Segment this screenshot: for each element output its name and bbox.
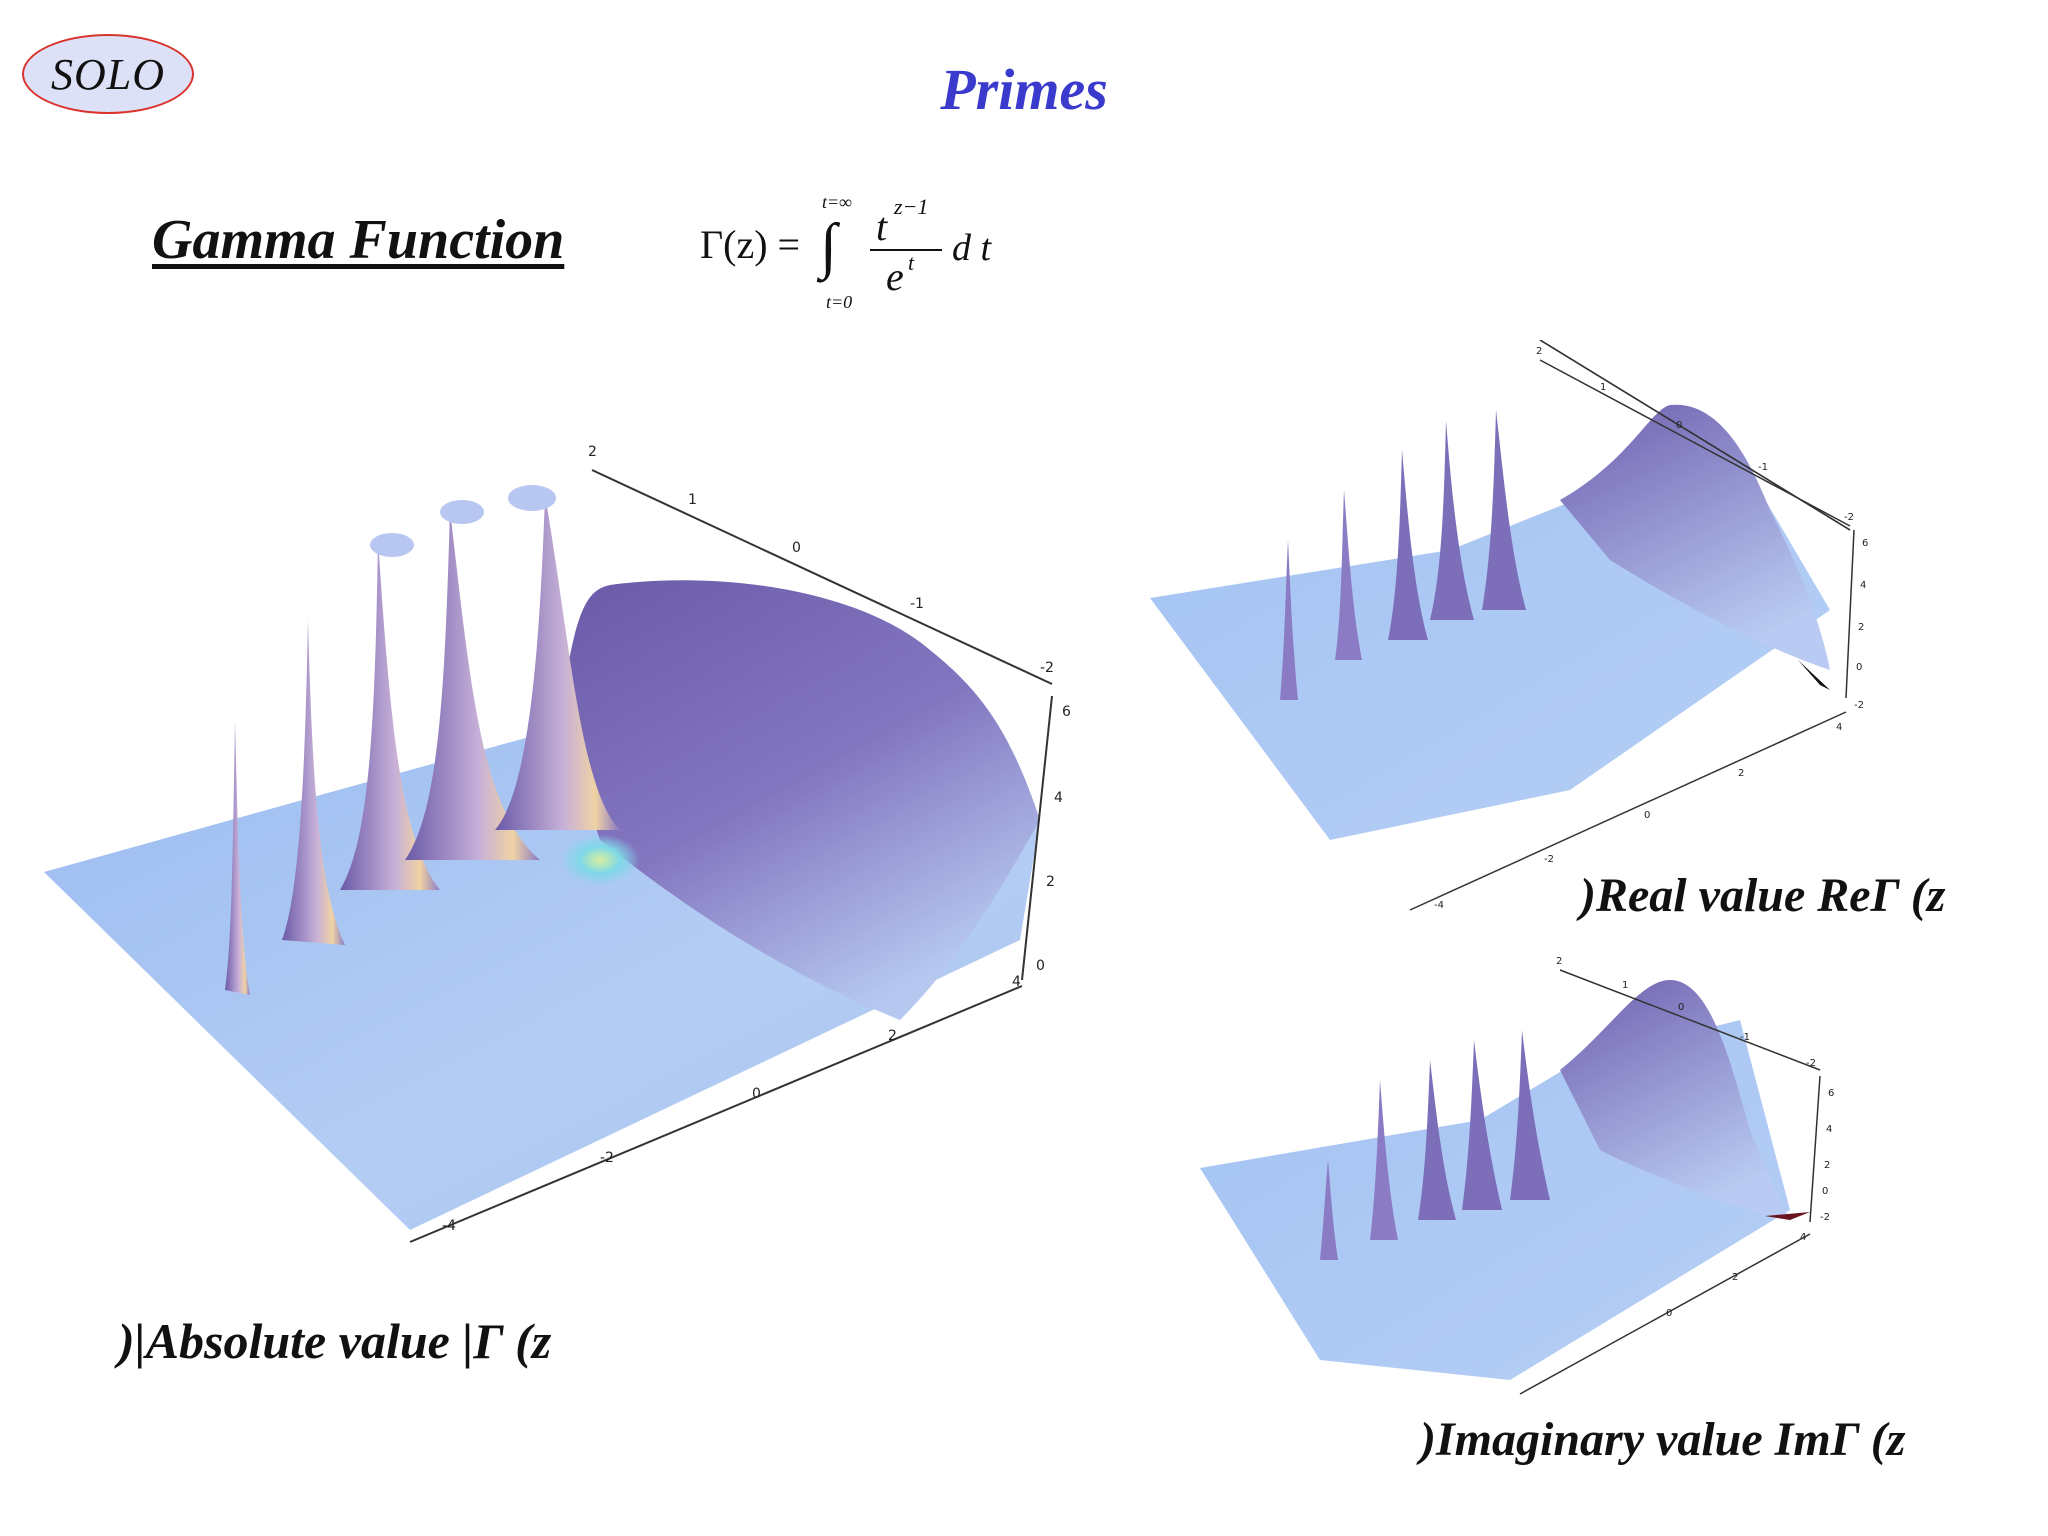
absolute-value-surface-plot: 2 1 0 -1 -2 6 4 2 0 4 2 0 -2 -4 xyxy=(44,444,1071,1243)
vertical-axis-tick: 6 xyxy=(1828,1088,1834,1099)
surface-tip xyxy=(1798,660,1830,690)
solo-logo: SOLO xyxy=(22,34,194,114)
formula-denominator-exponent: t xyxy=(908,250,915,275)
formula-upper-limit: t=∞ xyxy=(822,192,852,212)
back-axis xyxy=(1559,969,1821,1071)
vertical-axis-tick: -2 xyxy=(1820,1212,1830,1223)
back-axis xyxy=(591,469,1053,685)
spike-cap xyxy=(370,533,414,557)
back-axis-tick: -1 xyxy=(910,596,924,612)
front-axis-tick: 0 xyxy=(752,1086,761,1102)
front-axis-tick: 4 xyxy=(1800,1232,1806,1243)
formula-denominator: e xyxy=(886,254,904,299)
front-axis-tick: 2 xyxy=(888,1028,897,1044)
surface-spike xyxy=(1430,420,1474,620)
back-axis-tick: 0 xyxy=(792,540,801,556)
spike-cap xyxy=(440,500,484,524)
formula-numerator: t xyxy=(876,204,888,249)
vertical-axis-tick: 2 xyxy=(1824,1160,1830,1171)
vertical-axis-tick: 0 xyxy=(1036,958,1045,974)
formula-lhs: Γ(z) = xyxy=(700,222,800,267)
surface-tip xyxy=(1765,1212,1810,1220)
surface-spike xyxy=(405,510,540,860)
surface-spike xyxy=(1510,1030,1550,1200)
spike-cap xyxy=(508,485,556,511)
surface-spike xyxy=(1388,450,1428,640)
imaginary-value-surface-plot: 2 1 0 -1 -2 6 4 2 0 -2 4 2 0 xyxy=(1200,956,1834,1395)
front-axis-tick: -2 xyxy=(600,1150,614,1166)
back-axis-tick: 0 xyxy=(1678,1002,1684,1013)
vertical-axis xyxy=(1021,695,1053,981)
caption-absolute-value: )|Absolute value |Γ (z xyxy=(118,1313,552,1369)
formula-lower-limit: t=0 xyxy=(826,292,852,312)
real-value-surface-plot xyxy=(1150,340,1851,840)
integral-sign: ∫ xyxy=(816,212,841,283)
back-axis-tick: -1 xyxy=(1740,1032,1750,1043)
front-axis-tick: 2 xyxy=(1732,1272,1738,1283)
back-axis-tick: -2 xyxy=(1040,660,1054,676)
surface-spike xyxy=(1418,1060,1456,1220)
vertical-axis xyxy=(1809,1075,1821,1223)
surface-spike xyxy=(1462,1040,1502,1210)
gamma-formula: Γ(z) = ∫ t=∞ t=0 t z−1 e t d t xyxy=(700,192,993,312)
vertical-axis-tick: 4 xyxy=(1054,790,1063,806)
section-heading: Gamma Function xyxy=(152,209,565,271)
surface-highlight xyxy=(560,834,640,886)
caption-real-value: )Real value ReΓ (z xyxy=(1580,869,1946,922)
vertical-axis-tick: 4 xyxy=(1826,1124,1832,1135)
front-axis-tick: 0 xyxy=(1666,1308,1672,1319)
logo-text: SOLO xyxy=(50,49,166,99)
front-axis xyxy=(1519,1233,1811,1395)
back-axis-tick: 2 xyxy=(1556,956,1562,967)
vertical-axis-tick: 0 xyxy=(1822,1186,1828,1197)
back-axis-tick: 1 xyxy=(688,492,697,508)
front-axis-tick: -4 xyxy=(442,1218,456,1234)
back-axis-tick: 1 xyxy=(1622,980,1628,991)
surface-spike xyxy=(1482,410,1526,610)
surface-hill xyxy=(560,580,1040,1020)
surface-spike xyxy=(1335,490,1362,660)
formula-exponent: z−1 xyxy=(893,194,928,219)
back-axis-tick: 2 xyxy=(588,444,597,460)
formula-differential: d t xyxy=(952,227,993,269)
front-axis xyxy=(409,985,1023,1243)
front-axis-tick: 4 xyxy=(1012,974,1021,990)
vertical-axis-tick: 6 xyxy=(1062,704,1071,720)
back-axis-tick: -2 xyxy=(1806,1058,1816,1069)
surface-hill xyxy=(1560,980,1790,1220)
surface-spike xyxy=(282,620,345,945)
surface-spike xyxy=(340,540,440,890)
surface-spike xyxy=(1280,540,1298,700)
page-title: Primes xyxy=(940,57,1108,122)
surface-spike xyxy=(1320,1160,1338,1260)
vertical-axis-tick: 2 xyxy=(1046,874,1055,890)
surface-spike xyxy=(1370,1080,1398,1240)
surface-spike xyxy=(495,495,620,830)
surface-spike xyxy=(225,720,250,995)
caption-imaginary-value: )Imaginary value ImΓ (z xyxy=(1420,1413,1906,1466)
